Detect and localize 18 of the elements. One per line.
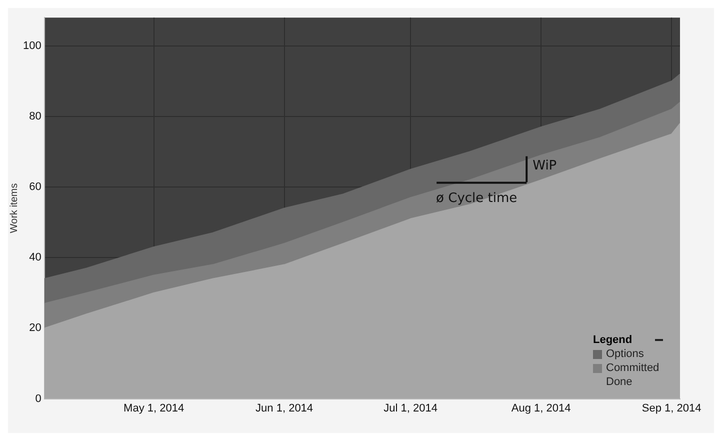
legend-label: Committed: [606, 362, 660, 374]
y-tick-label: 80: [29, 110, 42, 122]
annotation: ø Cycle time: [436, 191, 518, 206]
x-tick-label: Sep 1, 2014: [642, 402, 702, 414]
annotation: WiP: [532, 158, 557, 174]
legend-label: Options: [606, 348, 644, 360]
x-tick-label: Jul 1, 2014: [384, 402, 438, 414]
x-tick-label: Jun 1, 2014: [256, 402, 314, 414]
y-tick-label: 60: [29, 181, 42, 194]
y-axis-title: Work items: [8, 183, 20, 234]
y-tick-label: 20: [29, 322, 42, 334]
y-tick-label: 100: [22, 40, 42, 52]
y-tick-label: 0: [35, 392, 42, 405]
y-tick-label: 40: [29, 252, 42, 264]
series-label: Done: [606, 376, 632, 388]
x-tick-label: May 1, 2014: [124, 402, 184, 414]
legend-title: Legend: [593, 334, 632, 346]
x-tick-label: Aug 1, 2014: [511, 402, 571, 414]
